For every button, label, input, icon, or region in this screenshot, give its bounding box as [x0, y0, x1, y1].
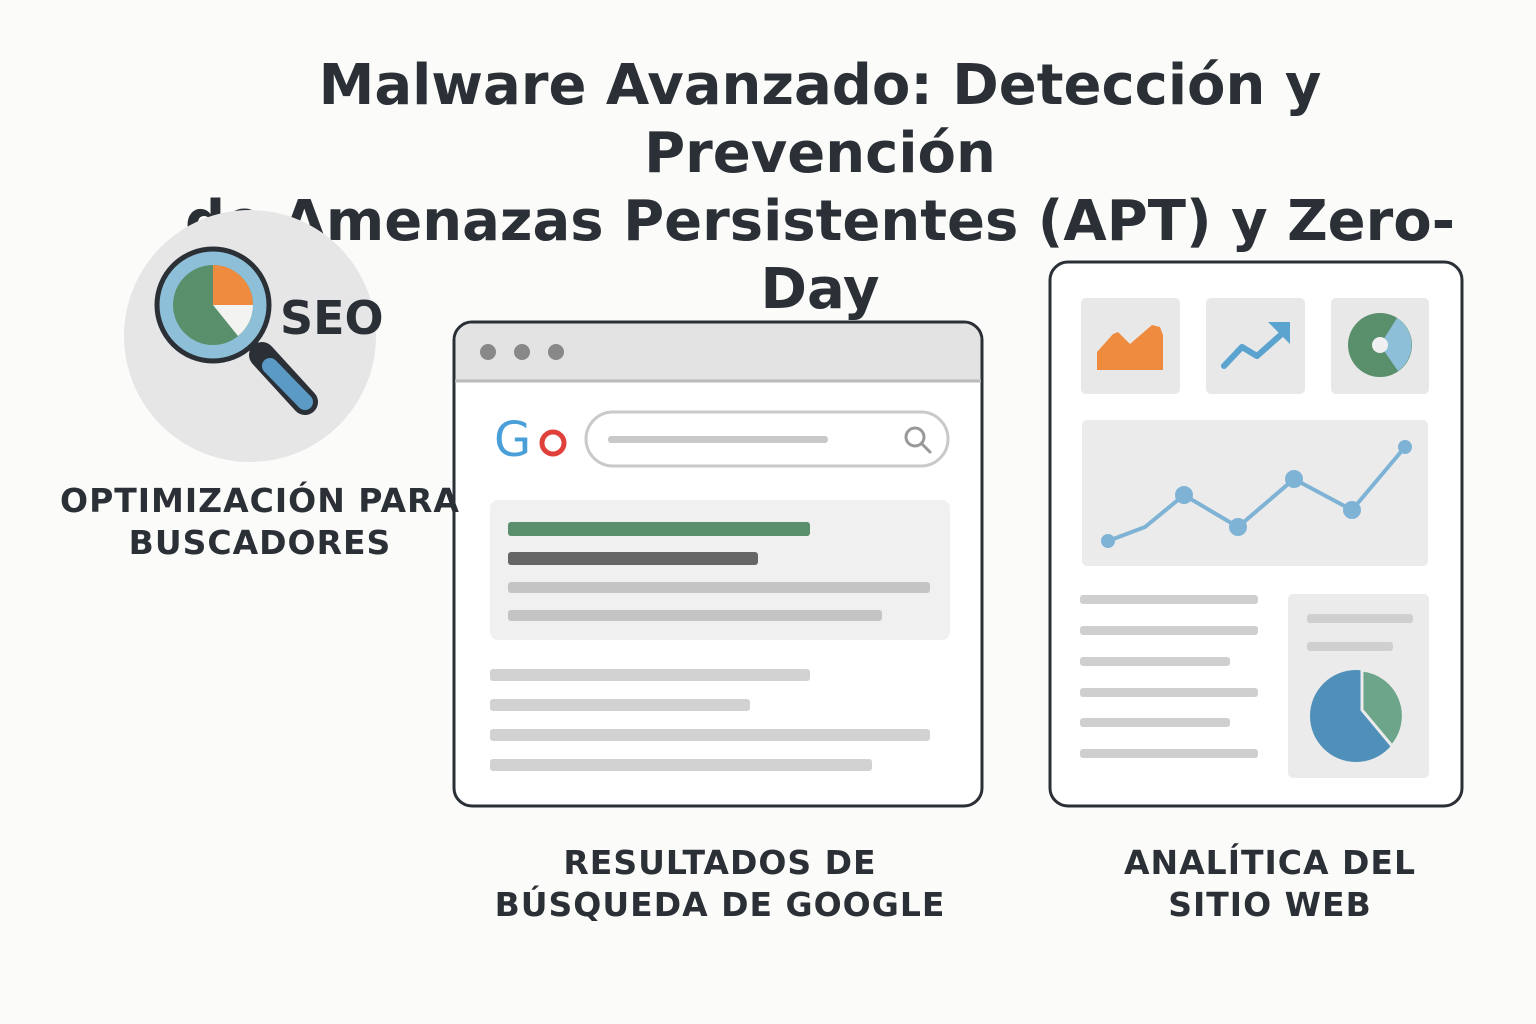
title-line-2: de Amenazas Persistentes (APT) y Zero-Da… — [185, 189, 1455, 322]
seo-text: SEO — [280, 291, 384, 345]
window-dot[interactable] — [548, 344, 564, 360]
line-point — [1285, 470, 1303, 488]
pie-chart-icon — [1310, 668, 1405, 762]
result-line — [490, 669, 810, 681]
line-chart[interactable] — [1082, 420, 1428, 566]
trend-arrow-icon — [1221, 322, 1290, 369]
trend-tile[interactable] — [1206, 298, 1305, 394]
result-line — [490, 729, 930, 741]
analytics-label: ANALÍTICA DEL SITIO WEB — [1075, 842, 1465, 926]
seo-label-line: BUSCADORES — [128, 523, 392, 562]
page-title: Malware Avanzado: Detección y Prevención… — [180, 52, 1460, 324]
line-point — [1398, 440, 1412, 454]
analytics-label-line: SITIO WEB — [1168, 885, 1372, 924]
window-dot[interactable] — [480, 344, 496, 360]
area-chart-icon — [1097, 325, 1163, 370]
search-results-label: RESULTADOS DE BÚSQUEDA DE GOOGLE — [470, 842, 970, 926]
donut-chart-icon — [1348, 313, 1412, 377]
line-point — [1101, 534, 1115, 548]
google-logo-o — [539, 429, 567, 457]
result-line — [490, 699, 750, 711]
window-dot[interactable] — [514, 344, 530, 360]
line-point — [1343, 501, 1361, 519]
line-chart-series — [1101, 440, 1412, 548]
title-line-1: Malware Avanzado: Detección y Prevención — [318, 53, 1322, 186]
line-point — [1229, 518, 1247, 536]
search-icon[interactable] — [904, 426, 932, 454]
search-label-line: RESULTADOS DE — [563, 843, 877, 882]
analytics-panel — [1048, 260, 1464, 808]
google-logo: G — [494, 412, 531, 468]
browser-window: G — [452, 320, 984, 808]
search-label-line: BÚSQUEDA DE GOOGLE — [494, 885, 946, 924]
seo-icon: SEO — [124, 210, 384, 462]
analytics-label-line: ANALÍTICA DEL — [1123, 843, 1416, 882]
line-point — [1175, 486, 1193, 504]
seo-label: OPTIMIZACIÓN PARA BUSCADORES — [60, 480, 460, 564]
result-line — [490, 759, 872, 771]
seo-label-line: OPTIMIZACIÓN PARA — [60, 481, 460, 520]
